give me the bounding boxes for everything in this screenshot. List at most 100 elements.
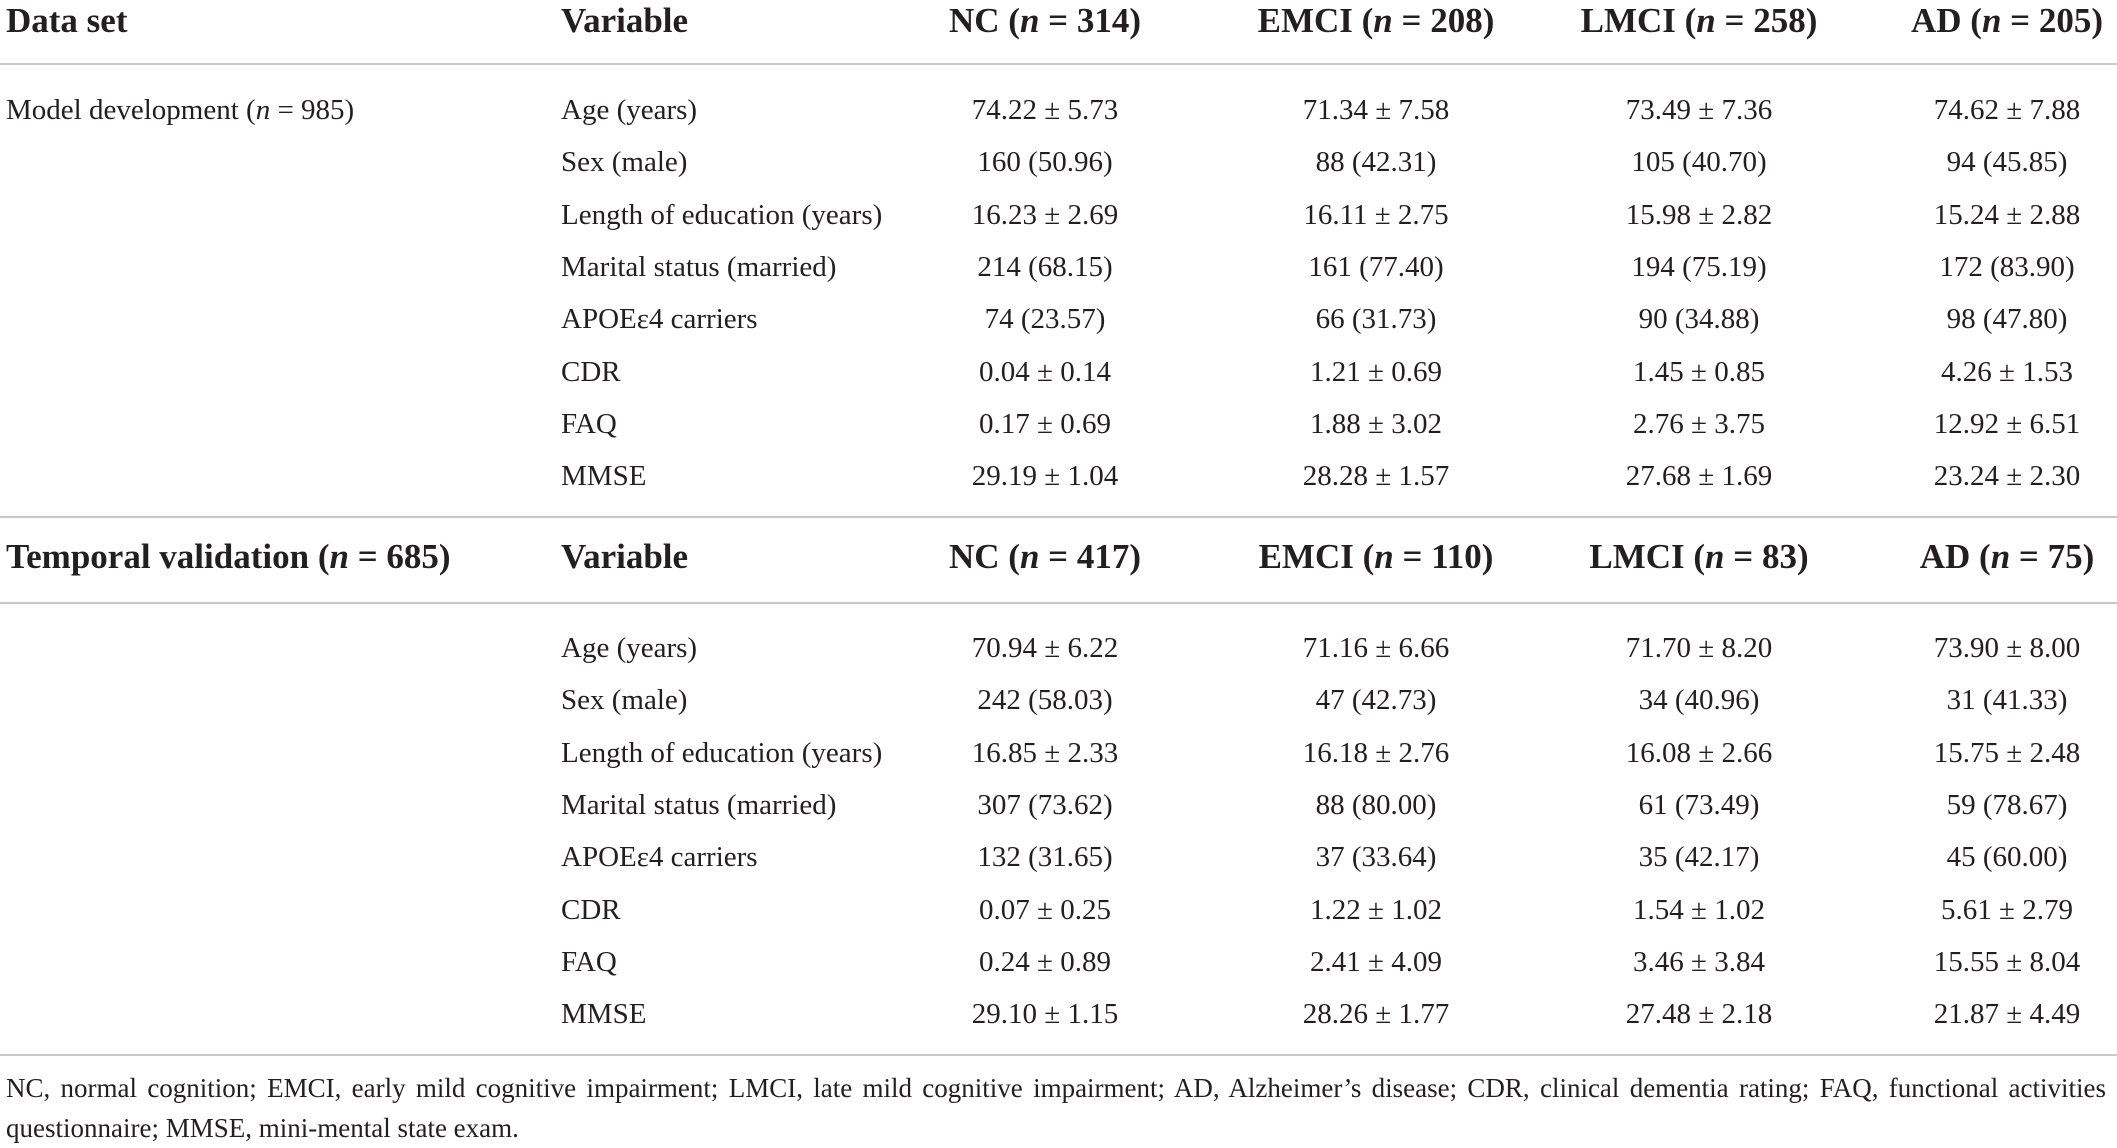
value-cell: 61 (73.49): [1638, 788, 1760, 821]
variable-cell: Marital status (married): [561, 788, 837, 821]
value-cell: 132 (31.65): [977, 841, 1113, 874]
header-variable: Variable: [561, 537, 689, 576]
value-cell: 0.24 ± 0.89: [979, 945, 1111, 978]
table-row: Sex (male) 242 (58.03) 47 (42.73) 34 (40.96…: [0, 674, 2117, 726]
variable-cell: Sex (male): [561, 684, 688, 717]
header-rule: [0, 63, 2117, 65]
header-group-nc: NC (n = 417): [948, 537, 1142, 576]
variable-cell: MMSE: [561, 460, 647, 493]
value-cell: 2.76 ± 3.75: [1633, 407, 1765, 440]
table-row: FAQ 0.24 ± 0.89 2.41 ± 4.09 3.46 ± 3.84 15.5…: [0, 936, 2117, 988]
value-cell: 37 (33.64): [1315, 841, 1437, 874]
value-cell: 71.34 ± 7.58: [1302, 94, 1450, 126]
value-cell: 71.70 ± 8.20: [1625, 632, 1773, 664]
header-group-ad: AD (n = 75): [1919, 537, 2095, 576]
value-cell: 161 (77.40): [1308, 250, 1444, 283]
table-row: APOEε4 carriers 74 (23.57) 66 (31.73) 90 (3…: [0, 293, 2117, 345]
variable-cell: Length of education (years): [561, 198, 883, 231]
value-cell: 1.54 ± 1.02: [1633, 893, 1765, 926]
value-cell: 3.46 ± 3.84: [1633, 945, 1765, 978]
value-cell: 88 (80.00): [1315, 788, 1437, 821]
value-cell: 27.48 ± 2.18: [1625, 998, 1773, 1031]
value-cell: 88 (42.31): [1315, 146, 1437, 179]
value-cell: 74 (23.57): [984, 303, 1106, 336]
value-cell: 16.85 ± 2.33: [971, 736, 1119, 769]
value-cell: 15.75 ± 2.48: [1933, 736, 2081, 769]
value-cell: 45 (60.00): [1946, 841, 2068, 874]
value-cell: 2.41 ± 4.09: [1310, 945, 1442, 978]
section-rule: [0, 516, 2117, 518]
value-cell: 73.49 ± 7.36: [1625, 94, 1773, 126]
value-cell: 90 (34.88): [1638, 303, 1760, 336]
value-cell: 160 (50.96): [977, 146, 1113, 179]
value-cell: 15.24 ± 2.88: [1933, 198, 2081, 231]
section-label: Model development (n = 985): [6, 94, 355, 126]
value-cell: 0.07 ± 0.25: [979, 893, 1111, 926]
variable-cell: CDR: [561, 893, 621, 926]
value-cell: 15.55 ± 8.04: [1933, 945, 2081, 978]
value-cell: 0.17 ± 0.69: [979, 407, 1111, 440]
value-cell: 214 (68.15): [977, 250, 1113, 283]
footnote: NC, normal cognition; EMCI, early mild c…: [6, 1073, 2106, 1143]
variable-cell: FAQ: [561, 407, 617, 440]
table-row: CDR 0.04 ± 0.14 1.21 ± 0.69 1.45 ± 0.85 4.26…: [0, 346, 2117, 398]
table-row: MMSE 29.19 ± 1.04 28.28 ± 1.57 27.68 ± 1.69…: [0, 450, 2117, 502]
value-cell: 23.24 ± 2.30: [1933, 460, 2081, 493]
header-group-ad: AD (n = 205): [1910, 1, 2104, 40]
value-cell: 94 (45.85): [1946, 146, 2068, 179]
value-cell: 59 (78.67): [1946, 788, 2068, 821]
header-group-lmci: LMCI (n = 258): [1580, 1, 1818, 40]
variable-cell: CDR: [561, 355, 621, 388]
value-cell: 307 (73.62): [977, 788, 1113, 821]
variable-cell: APOEε4 carriers: [561, 841, 758, 874]
table-row: FAQ 0.17 ± 0.69 1.88 ± 3.02 2.76 ± 3.75 12.9…: [0, 398, 2117, 450]
table-row: APOEε4 carriers 132 (31.65) 37 (33.64) 35 (…: [0, 831, 2117, 883]
variable-cell: APOEε4 carriers: [561, 303, 758, 336]
variable-cell: MMSE: [561, 998, 647, 1031]
value-cell: 105 (40.70): [1631, 146, 1767, 179]
table-row: Marital status (married) 214 (68.15) 161 (…: [0, 241, 2117, 293]
variable-cell: Length of education (years): [561, 736, 883, 769]
value-cell: 74.22 ± 5.73: [971, 94, 1119, 126]
table-row: Model development (n = 985) Age (years) 7…: [0, 84, 2117, 136]
value-cell: 66 (31.73): [1315, 303, 1437, 336]
value-cell: 16.23 ± 2.69: [971, 198, 1119, 231]
header-variable: Variable: [561, 1, 689, 40]
value-cell: 31 (41.33): [1946, 684, 2068, 717]
variable-cell: Sex (male): [561, 146, 688, 179]
value-cell: 242 (58.03): [977, 684, 1113, 717]
value-cell: 0.04 ± 0.14: [979, 355, 1111, 388]
value-cell: 71.16 ± 6.66: [1302, 632, 1450, 664]
variable-cell: FAQ: [561, 945, 617, 978]
variable-cell: Marital status (married): [561, 250, 837, 283]
variable-cell: Age (years): [561, 94, 698, 126]
header-data-set: Data set: [6, 1, 128, 40]
table-row: Sex (male) 160 (50.96) 88 (42.31) 105 (40.7…: [0, 136, 2117, 188]
value-cell: 194 (75.19): [1631, 250, 1767, 283]
value-cell: 1.22 ± 1.02: [1310, 893, 1442, 926]
header-group-emci: EMCI (n = 110): [1258, 537, 1494, 576]
table-row: Age (years) 70.94 ± 6.22 71.16 ± 6.66 71.70…: [0, 622, 2117, 674]
value-cell: 74.62 ± 7.88: [1933, 94, 2081, 126]
value-cell: 5.61 ± 2.79: [1941, 893, 2073, 926]
value-cell: 28.26 ± 1.77: [1302, 998, 1450, 1031]
table-header-row: Data set Variable NC (n = 314) EMCI (n =…: [0, 0, 2117, 47]
section-label-temporal: Temporal validation (n = 685): [6, 537, 451, 576]
value-cell: 47 (42.73): [1315, 684, 1437, 717]
table-row: Marital status (married) 307 (73.62) 88 (8…: [0, 779, 2117, 831]
bottom-rule: [0, 1054, 2117, 1056]
variable-cell: Age (years): [561, 632, 698, 664]
value-cell: 29.10 ± 1.15: [971, 998, 1119, 1031]
table-row: CDR 0.07 ± 0.25 1.22 ± 1.02 1.54 ± 1.02 5.61…: [0, 884, 2117, 936]
value-cell: 172 (83.90): [1939, 250, 2075, 283]
value-cell: 34 (40.96): [1638, 684, 1760, 717]
value-cell: 73.90 ± 8.00: [1933, 632, 2081, 664]
value-cell: 1.88 ± 3.02: [1310, 407, 1442, 440]
table-header-row: Temporal validation (n = 685) Variable N…: [0, 531, 2117, 583]
value-cell: 16.11 ± 2.75: [1303, 198, 1449, 231]
value-cell: 4.26 ± 1.53: [1941, 355, 2073, 388]
value-cell: 70.94 ± 6.22: [971, 632, 1119, 664]
value-cell: 28.28 ± 1.57: [1302, 460, 1450, 493]
table-row: MMSE 29.10 ± 1.15 28.26 ± 1.77 27.48 ± 2.18…: [0, 988, 2117, 1040]
value-cell: 1.45 ± 0.85: [1633, 355, 1765, 388]
